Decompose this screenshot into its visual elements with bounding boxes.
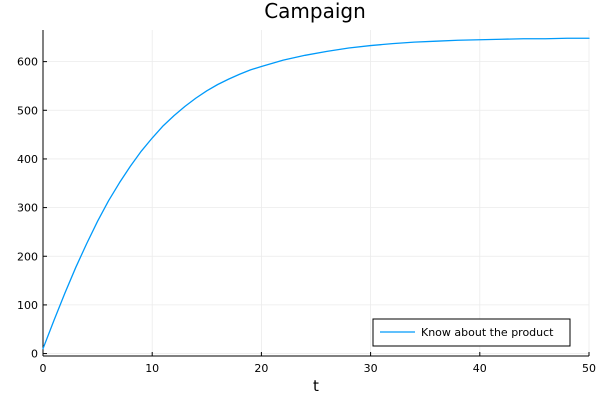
x-axis-label: t xyxy=(313,377,319,395)
y-tick-label: 200 xyxy=(17,250,38,263)
x-tick-label: 40 xyxy=(473,362,487,375)
legend-label: Know about the product xyxy=(421,326,554,339)
y-tick-label: 0 xyxy=(31,348,38,361)
y-tick-label: 300 xyxy=(17,202,38,215)
series-layer xyxy=(42,37,590,350)
y-tick-label: 500 xyxy=(17,104,38,117)
x-tick-label: 20 xyxy=(254,362,268,375)
axes xyxy=(42,30,589,357)
grid xyxy=(42,30,590,356)
y-tick-label: 100 xyxy=(17,299,38,312)
series-line-0 xyxy=(42,37,590,350)
x-tick-label: 30 xyxy=(364,362,378,375)
x-tick-label: 0 xyxy=(40,362,47,375)
y-tick-label: 600 xyxy=(17,56,38,69)
chart-title: Campaign xyxy=(264,0,366,23)
x-tick-label: 50 xyxy=(582,362,596,375)
y-tick-label: 400 xyxy=(17,153,38,166)
x-tick-label: 10 xyxy=(145,362,159,375)
legend: Know about the product xyxy=(372,318,571,347)
